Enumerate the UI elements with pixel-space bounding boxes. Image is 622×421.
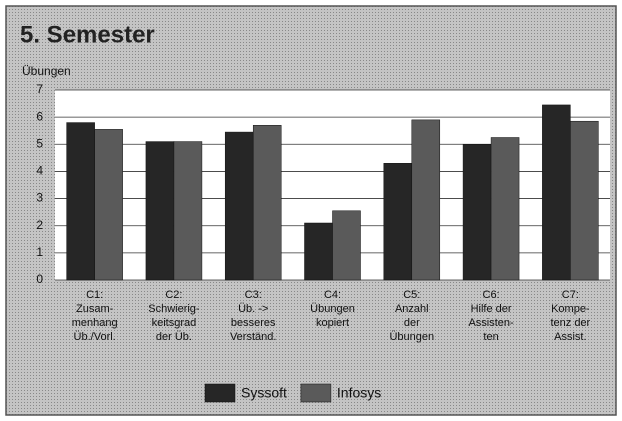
y-tick-label: 4 <box>36 164 43 178</box>
bar <box>462 144 492 281</box>
x-tick-label: C1: Zusam- menhang Üb./Vorl. <box>71 289 118 343</box>
bar <box>94 129 123 281</box>
x-tick-label: C7: Kompe- tenz der Assist. <box>550 289 591 343</box>
bar <box>304 222 333 281</box>
y-axis-label: Übungen <box>22 64 71 78</box>
legend-swatch <box>300 383 332 403</box>
bar <box>383 163 413 281</box>
chart-title: 5. Semester <box>20 21 155 48</box>
bar <box>411 119 441 281</box>
x-tick-label: C3: Üb. -> besseres Verständ. <box>229 289 277 343</box>
x-tick-label: C2: Schwierig- keitsgrad der Üb. <box>148 289 200 343</box>
bar <box>490 137 520 281</box>
bar <box>252 125 282 281</box>
x-tick-label: C5: Anzahl der Übungen <box>389 289 435 343</box>
y-tick-label: 7 <box>36 82 43 96</box>
y-tick-label: 6 <box>36 109 43 123</box>
bar <box>224 131 254 281</box>
y-tick-label: 2 <box>36 218 43 232</box>
y-tick-label: 0 <box>36 272 43 286</box>
legend-label: Infosys <box>337 385 381 401</box>
y-tick-label: 3 <box>36 191 43 205</box>
bar <box>332 210 361 281</box>
bar <box>145 141 175 281</box>
bar <box>173 141 203 281</box>
legend-swatch <box>204 383 236 403</box>
x-tick-label: C6: Hilfe der Assisten- ten <box>468 289 514 343</box>
bar <box>542 104 571 281</box>
bar <box>66 122 95 281</box>
x-tick-label: C4: Übungen kopiert <box>310 289 355 329</box>
y-tick-label: 5 <box>36 136 43 150</box>
bar <box>570 120 599 281</box>
y-tick-label: 1 <box>36 245 43 259</box>
legend-label: Syssoft <box>241 385 287 401</box>
